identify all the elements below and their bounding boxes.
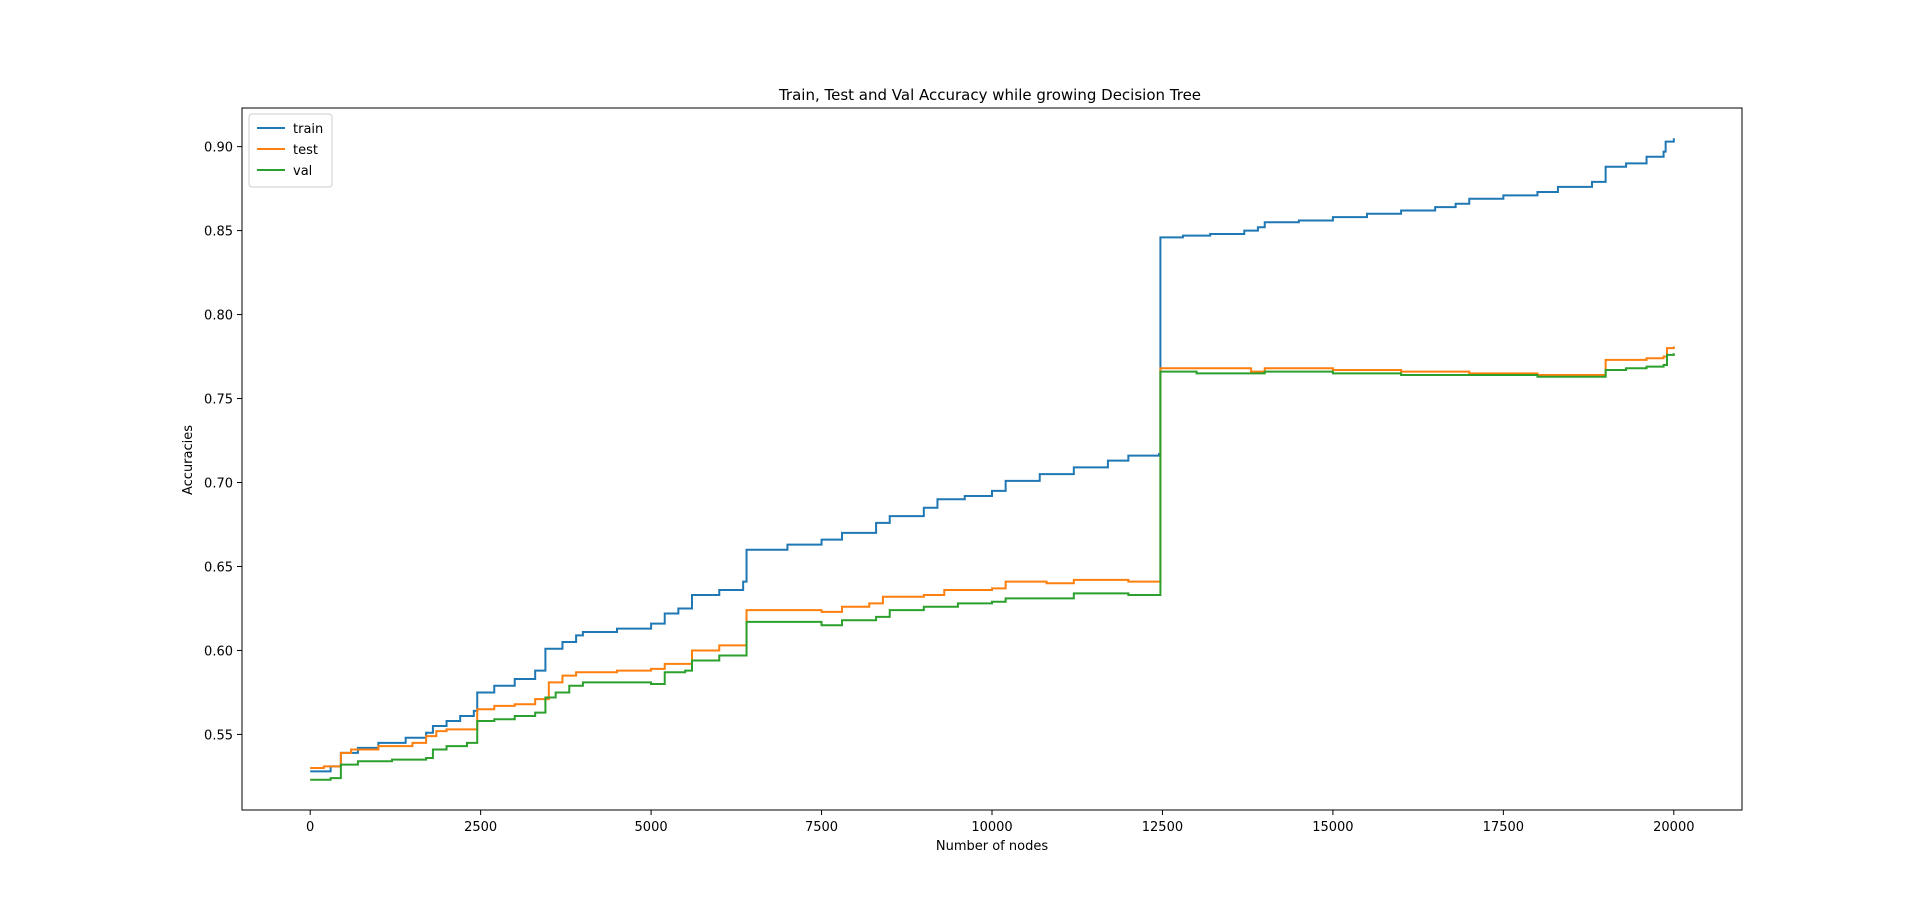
y-axis: 0.55 0.60 0.65 0.70 0.75 0.80 0.85 0.90 (204, 141, 242, 743)
x-tick-label: 12500 (1142, 820, 1183, 835)
y-tick-label: 0.80 (204, 309, 233, 324)
y-tick-label: 0.90 (204, 141, 233, 156)
x-tick-label: 20000 (1653, 820, 1694, 835)
x-tick-label: 15000 (1312, 820, 1353, 835)
series-line-test (310, 346, 1675, 770)
x-tick-label: 7500 (805, 820, 838, 835)
chart-title: Train, Test and Val Accuracy while growi… (778, 86, 1201, 104)
y-tick-label: 0.70 (204, 477, 233, 492)
series-layer (310, 138, 1675, 781)
y-tick-label: 0.65 (204, 560, 233, 575)
y-tick-label: 0.75 (204, 393, 233, 408)
series-line-val (310, 353, 1675, 781)
x-tick-label: 10000 (971, 820, 1012, 835)
legend: train test val (248, 113, 333, 188)
y-axis-label: Accuracies (181, 425, 196, 495)
legend-box (248, 113, 333, 188)
y-tick-label: 0.60 (204, 644, 233, 659)
x-axis: 0 2500 5000 7500 10000 12500 15000 17500 20000 (306, 810, 1694, 835)
x-tick-label: 0 (306, 820, 314, 835)
x-tick-label: 5000 (635, 820, 668, 835)
x-axis-label: Number of nodes (936, 839, 1048, 854)
legend-label-val: val (293, 164, 312, 179)
y-tick-label: 0.55 (204, 728, 233, 743)
legend-label-train: train (293, 122, 323, 137)
x-tick-label: 17500 (1483, 820, 1524, 835)
series-line-train (310, 138, 1675, 773)
x-tick-label: 2500 (464, 820, 497, 835)
y-tick-label: 0.85 (204, 225, 233, 240)
legend-label-test: test (293, 143, 318, 158)
